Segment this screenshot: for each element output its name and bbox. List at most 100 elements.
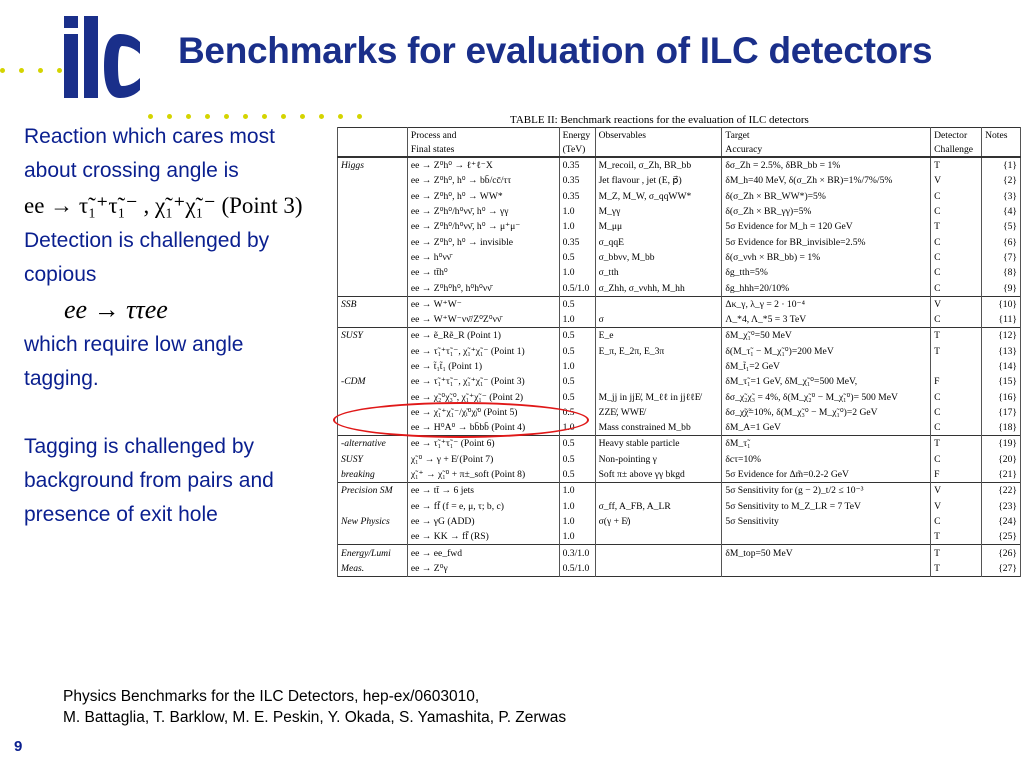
cell-detector-challenge: C bbox=[930, 451, 983, 467]
cell-notes: {21} bbox=[981, 466, 1021, 483]
header-cell-target-accuracy: Target bbox=[721, 127, 932, 142]
cell-observables bbox=[594, 560, 723, 577]
cell-category bbox=[337, 249, 408, 266]
cell-process: ee → τ̃₁⁺τ̃₁⁻, χ̃₁⁺χ̃₁⁻ (Point 1) bbox=[406, 343, 560, 359]
cell-target-accuracy: δM_τ̃₁ bbox=[721, 435, 932, 452]
cell-detector-challenge bbox=[930, 358, 983, 375]
cell-category bbox=[337, 343, 408, 359]
table-row: -CDM ee → τ̃₁⁺τ̃₁⁻, χ̃₁⁺χ̃₁⁻ (Point 3) 0.5… bbox=[337, 374, 1021, 390]
reference-line-1: Physics Benchmarks for the ILC Detectors… bbox=[63, 688, 480, 705]
cell-observables: ZZE̸, WWE̸ bbox=[594, 404, 723, 421]
cell-energy: 0.5 bbox=[558, 451, 596, 467]
cell-observables bbox=[594, 358, 723, 375]
cell-target-accuracy bbox=[721, 560, 932, 577]
cell-target-accuracy: δM_χ̃₁⁰=50 MeV bbox=[721, 327, 932, 344]
cell-detector-challenge: T bbox=[930, 327, 983, 344]
cell-detector-challenge: T bbox=[930, 435, 983, 452]
cell-energy: 1.0 bbox=[558, 513, 596, 530]
cell-process: ee → t̃₁t̃₁ (Point 1) bbox=[406, 358, 560, 375]
table-row: ee → KK → ff̄ (RS) 1.0 T {25} bbox=[337, 529, 1021, 545]
cell-category: -alternative bbox=[337, 435, 408, 452]
cell-process: ee → τ̃₁⁺τ̃₁⁻ (Point 6) bbox=[406, 435, 560, 452]
cell-category: SUSY bbox=[337, 327, 408, 344]
header-cell-target-accuracy: Accuracy bbox=[721, 142, 932, 158]
cell-observables: Soft π± above γγ bkgd bbox=[594, 466, 723, 483]
cell-category bbox=[337, 358, 408, 375]
cell-category bbox=[337, 203, 408, 220]
cell-process: ee → γG (ADD) bbox=[406, 513, 560, 530]
cell-observables: σ_qqE bbox=[594, 234, 723, 250]
cell-notes: {13} bbox=[981, 343, 1021, 359]
cell-target-accuracy: 5σ Evidence for M_h = 120 GeV bbox=[721, 219, 932, 235]
cell-process: ee → τ̃₁⁺τ̃₁⁻, χ̃₁⁺χ̃₁⁻ (Point 3) bbox=[406, 374, 560, 390]
cell-observables bbox=[594, 374, 723, 390]
table-row: Precision SM ee → tt̄ → 6 jets 1.0 5σ Sensi… bbox=[337, 482, 1021, 499]
cell-observables bbox=[594, 482, 723, 499]
cell-detector-challenge: C bbox=[930, 280, 983, 297]
cell-target-accuracy bbox=[721, 529, 932, 545]
header-cell-energy: (TeV) bbox=[558, 142, 596, 158]
table-row: ee → W⁺W⁻νν̄/Z⁰Z⁰νν̄ 1.0 σ Λ_*4, Λ_*5 = 3 T… bbox=[337, 311, 1021, 328]
text-crossing-angle: Reaction which cares most about crossing… bbox=[24, 125, 275, 182]
cell-detector-challenge: C bbox=[930, 311, 983, 328]
cell-detector-challenge: T bbox=[930, 560, 983, 577]
table-row: New Physics ee → γG (ADD) 1.0 σ(γ + E̸) 5σ S… bbox=[337, 513, 1021, 530]
cell-energy: 0.5 bbox=[558, 327, 596, 344]
cell-category bbox=[337, 280, 408, 297]
cell-energy: 0.5/1.0 bbox=[558, 560, 596, 577]
cell-observables: Mass constrained M_bb bbox=[594, 420, 723, 436]
cell-detector-challenge: T bbox=[930, 529, 983, 545]
table-row: breaking χ̃₁⁺ → χ̃₁⁰ + π±_soft (Point 8) 0… bbox=[337, 466, 1021, 483]
cell-process: ee → Z⁰h⁰/h⁰νν̄, h⁰ → μ⁺μ⁻ bbox=[406, 219, 560, 235]
decorative-dots-left bbox=[0, 68, 62, 73]
table-row: SUSY ee → ẽ_Rẽ_R (Point 1) 0.5 E_e δM_χ̃₁⁰=5… bbox=[337, 327, 1021, 344]
cell-notes: {20} bbox=[981, 451, 1021, 467]
cell-energy: 0.5 bbox=[558, 435, 596, 452]
cell-category: Higgs bbox=[337, 156, 408, 174]
cell-detector-challenge: F bbox=[930, 374, 983, 390]
table-row: ee → h⁰νν̄ 0.5 σ_bbνν, M_bb δ(σ_ννh × BR_bb… bbox=[337, 249, 1021, 266]
table-caption: TABLE II: Benchmark reactions for the ev… bbox=[510, 114, 809, 126]
cell-target-accuracy: δσ_χ̃₂χ̃₃ = 4%, δ(M_χ̃₂⁰ − M_χ̃₁⁰)= 500 … bbox=[721, 389, 932, 405]
cell-observables: Heavy stable particle bbox=[594, 435, 723, 452]
cell-observables bbox=[594, 529, 723, 545]
cell-observables bbox=[594, 295, 723, 312]
cell-process: ee → Z⁰h⁰, h⁰ → bb̄/cc̄/ττ bbox=[406, 173, 560, 189]
cell-process: ee → tt̄ → 6 jets bbox=[406, 482, 560, 499]
cell-observables: M_γγ bbox=[594, 203, 723, 220]
table-header-row: Final states (TeV) Accuracy Challenge bbox=[337, 142, 1021, 158]
table-row: ee → Z⁰h⁰, h⁰ → WW* 0.35 M_Z, M_W, σ_qqWW*… bbox=[337, 188, 1021, 204]
cell-energy: 0.5 bbox=[558, 389, 596, 405]
cell-energy: 0.5 bbox=[558, 295, 596, 312]
cell-process: ee → Z⁰h⁰h⁰, h⁰h⁰νν̄ bbox=[406, 280, 560, 297]
cell-detector-challenge: V bbox=[930, 295, 983, 312]
cell-target-accuracy: δ(σ_Zh × BR_WW*)=5% bbox=[721, 188, 932, 204]
cell-category: Meas. bbox=[337, 560, 408, 577]
cell-category bbox=[337, 234, 408, 250]
cell-category bbox=[337, 529, 408, 545]
cell-detector-challenge: V bbox=[930, 498, 983, 514]
table-row: ee → Z⁰h⁰, h⁰ → bb̄/cc̄/ττ 0.35 Jet flavou… bbox=[337, 173, 1021, 189]
table-row: Higgs ee → Z⁰h⁰ → ℓ⁺ℓ⁻X 0.35 M_recoil, σ_Zh… bbox=[337, 156, 1021, 174]
cell-target-accuracy: δM_A=1 GeV bbox=[721, 420, 932, 436]
cell-detector-challenge: T bbox=[930, 219, 983, 235]
cell-category bbox=[337, 311, 408, 328]
header-cell-detector-challenge: Challenge bbox=[930, 142, 983, 158]
text-low-angle-tagging: which require low angle tagging. bbox=[24, 333, 244, 390]
cell-notes: {14} bbox=[981, 358, 1021, 375]
cell-energy: 1.0 bbox=[558, 311, 596, 328]
slide-title: Benchmarks for evaluation of ILC detecto… bbox=[178, 30, 933, 71]
cell-process: ee → Z⁰h⁰/h⁰νν̄, h⁰ → γγ bbox=[406, 203, 560, 220]
benchmark-table: Process and Energy Observables Target Detect… bbox=[337, 127, 1021, 578]
cell-detector-challenge: C bbox=[930, 203, 983, 220]
cell-process: ee → ff̄ (f = e, μ, τ; b, c) bbox=[406, 498, 560, 514]
cell-target-accuracy: 5σ Evidence for BR_invisible=2.5% bbox=[721, 234, 932, 250]
cell-category bbox=[337, 265, 408, 281]
formula-ttee: ee → ττee bbox=[64, 295, 168, 324]
cell-target-accuracy: δ(M_τ̃₁ − M_χ̃₁⁰)=200 MeV bbox=[721, 343, 932, 359]
cell-notes: {24} bbox=[981, 513, 1021, 530]
cell-observables: σ_tth bbox=[594, 265, 723, 281]
page-number: 9 bbox=[14, 738, 23, 755]
reference-line-2: M. Battaglia, T. Barklow, M. E. Peskin, … bbox=[63, 709, 567, 726]
decorative-dots-bottom bbox=[148, 114, 362, 119]
